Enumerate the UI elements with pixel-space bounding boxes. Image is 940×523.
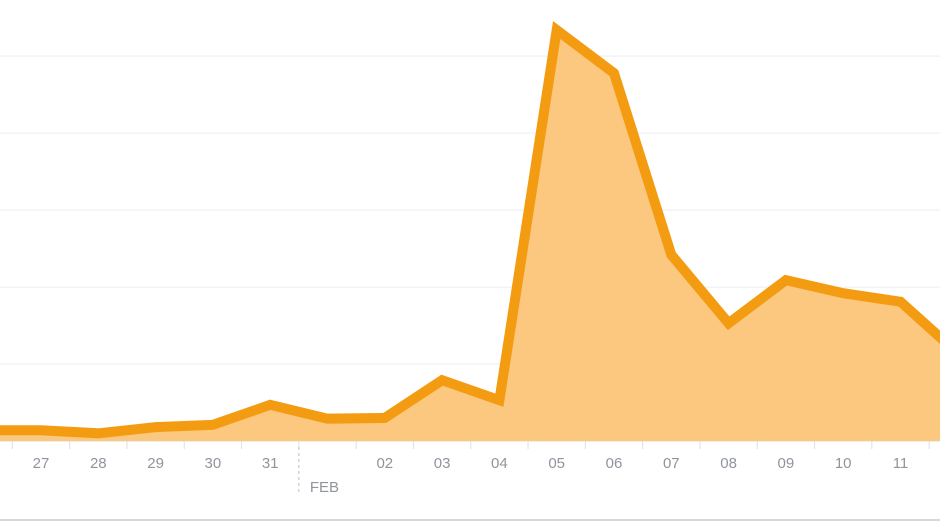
x-tick-label: 28 (90, 455, 107, 472)
x-tick-label: 07 (663, 455, 680, 472)
month-label: FEB (310, 479, 339, 496)
x-tick-label: 27 (33, 455, 50, 472)
area (0, 30, 940, 441)
x-tick-label: 09 (778, 455, 795, 472)
x-tick-label: 30 (205, 455, 222, 472)
x-tick-label: 10 (835, 455, 852, 472)
line (0, 21, 940, 439)
x-tick-label: 02 (376, 455, 393, 472)
x-tick-label: 08 (720, 455, 737, 472)
x-tick-label: 03 (434, 455, 451, 472)
x-tick-label: 05 (548, 455, 565, 472)
x-tick-label: 29 (147, 455, 164, 472)
x-tick-label: 31 (262, 455, 279, 472)
x-tick-label: 11 (893, 455, 909, 472)
x-tick-label: 04 (491, 455, 508, 472)
x-tick-label: 06 (606, 455, 623, 472)
